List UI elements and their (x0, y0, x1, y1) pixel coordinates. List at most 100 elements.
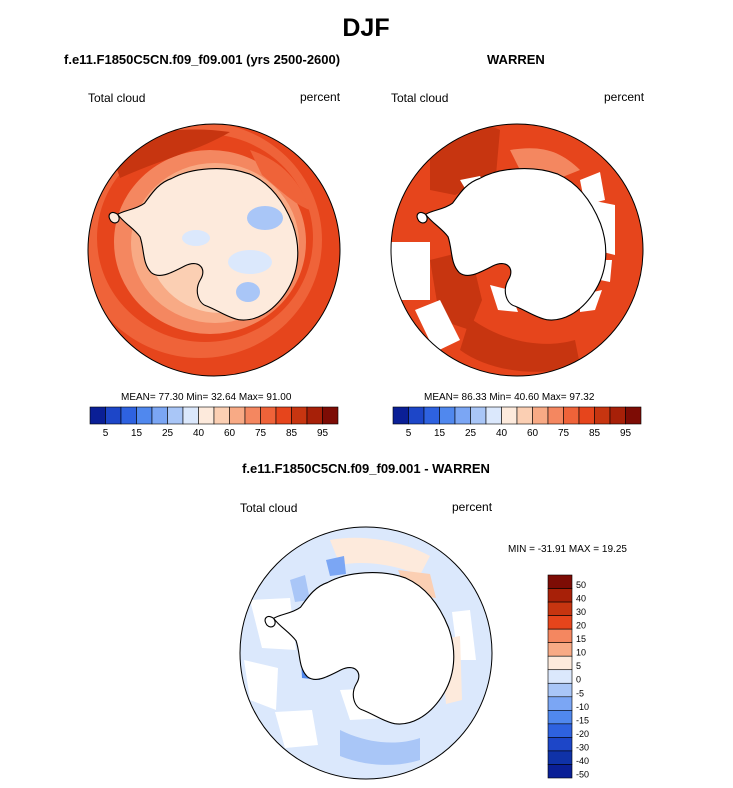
panel1-colorbar-tick: 40 (193, 428, 205, 439)
panel1-colorbar-box (182, 406, 199, 425)
panel2-colorbar-box (485, 406, 502, 425)
panel3-colorbar-tick: 30 (576, 607, 586, 617)
panel1-colorbar-tick: 85 (286, 428, 298, 439)
panel3-colorbar-tick: -30 (576, 742, 589, 752)
panel2-right-label: percent (604, 90, 645, 104)
panel1-colorbar-tick: 5 (103, 428, 109, 439)
panel3-colorbar-tick: 5 (576, 661, 581, 671)
panel2-mean: 86.33 (461, 392, 487, 403)
panel3-colorbar-tick: -10 (576, 702, 589, 712)
panel3-colorbar-tick: -50 (576, 769, 589, 779)
panel3-colorbar-box (547, 655, 573, 671)
panel2-colorbar-box (609, 406, 626, 425)
panel3-colorbar-tick: 40 (576, 594, 586, 604)
panel2-colorbar-box (454, 406, 471, 425)
panel3-colorbar-box (547, 723, 573, 738)
panel2-colorbar-tick: 5 (406, 428, 412, 439)
panel1-colorbar-box (260, 406, 277, 425)
panel3-colorbar-box (547, 682, 573, 698)
panel3-left-label: Total cloud (240, 501, 298, 515)
panel3-colorbar-tick: -20 (576, 729, 589, 739)
panel2-colorbar-tick: 85 (589, 428, 601, 439)
panel2-max: 97.32 (569, 392, 595, 403)
panel3-right-label: percent (452, 500, 493, 514)
panel1-colorbar-box (198, 406, 215, 425)
panel3-colorbar-box (547, 737, 573, 752)
panel1-colorbar-box (167, 406, 184, 425)
panel1-max: 91.00 (266, 392, 292, 403)
panel1-colorbar-box (136, 406, 153, 425)
panel1-mean: 77.30 (158, 392, 184, 403)
panel3-colorbar-box (547, 642, 573, 657)
panel3-colorbar-tick: -5 (576, 688, 584, 698)
panel1-colorbar-box (213, 406, 230, 425)
panel1-title: f.e11.F1850C5CN.f09_f09.001 (yrs 2500-26… (64, 52, 341, 67)
panel3-colorbar-tick: -40 (576, 756, 589, 766)
panel1-min-label: Min= (186, 392, 209, 403)
panel1-map (87, 123, 341, 377)
panel3-title: f.e11.F1850C5CN.f09_f09.001 - WARREN (242, 461, 490, 476)
panel3-colorbar-tick: 20 (576, 621, 586, 631)
panel1-colorbar-box (275, 406, 292, 425)
panel1-colorbar-tick: 25 (162, 428, 174, 439)
panel3-colorbar-box (547, 601, 573, 616)
panel2-colorbar-box (578, 406, 595, 425)
panel2-map (390, 123, 644, 377)
panel3-colorbar-tick: -15 (576, 715, 589, 725)
panel3-map (239, 526, 493, 780)
panel1-colorbar-box (322, 406, 339, 425)
panel2-left-label: Total cloud (391, 91, 449, 105)
panel1-min: 32.64 (211, 392, 237, 403)
panel2-stats: MEAN= 86.33 Min= 40.60 Max= 97.32 (424, 392, 594, 403)
panel2-colorbar-box (563, 406, 580, 425)
panel1-colorbar-box (244, 406, 261, 425)
panel2-colorbar-tick: 15 (434, 428, 446, 439)
panel1-left-label: Total cloud (88, 91, 146, 105)
page-title: DJF (342, 14, 390, 42)
panel1-max-label: Max= (238, 392, 264, 403)
panel2-colorbar-box (439, 406, 456, 425)
panel3-colorbar-box (547, 750, 573, 765)
panel1-colorbar-box (151, 406, 168, 425)
panel2-colorbar-tick: 25 (465, 428, 477, 439)
panel3-colorbar-tick: 0 (576, 675, 581, 685)
panel2-colorbar-box (470, 406, 487, 425)
panel1-colorbar-box (291, 406, 308, 425)
panel1-colorbar-tick: 95 (317, 428, 329, 439)
panel3-colorbar-tick: 50 (576, 580, 586, 590)
panel1-mean-label: MEAN= (121, 392, 156, 403)
panel2-colorbar-box (516, 406, 533, 425)
panel2-colorbar-box (547, 406, 564, 425)
panel3-colorbar-box (547, 628, 573, 643)
panel3-colorbar-box (547, 588, 573, 603)
panel2-title: WARREN (487, 52, 545, 67)
panel2-colorbar-tick: 60 (527, 428, 539, 439)
panel3-colorbar-box (547, 696, 573, 711)
panel3-colorbar-box (547, 615, 573, 630)
panel2-colorbar-box (625, 406, 642, 425)
panel1-colorbar-box (105, 406, 122, 425)
panel2-min: 40.60 (514, 392, 540, 403)
panel1-colorbar-box (229, 406, 246, 425)
panel2-colorbar-box (423, 406, 440, 425)
panel2-colorbar-tick: 40 (496, 428, 508, 439)
panel3-stats: MIN = -31.91 MAX = 19.25 (508, 544, 627, 555)
panel1-stats: MEAN= 77.30 Min= 32.64 Max= 91.00 (121, 392, 291, 403)
panel3-colorbar-tick: 10 (576, 648, 586, 658)
panel1-colorbar-tick: 75 (255, 428, 267, 439)
panel1-colorbar-tick: 60 (224, 428, 236, 439)
panel2-colorbar-box (594, 406, 611, 425)
panel1-colorbar-box (306, 406, 323, 425)
panel3-colorbar-box (547, 764, 573, 779)
panel3-colorbar-box (547, 574, 573, 589)
panel1-colorbar-tick: 15 (131, 428, 143, 439)
panel2-colorbar-box (392, 406, 409, 425)
panel2-colorbar-tick: 95 (620, 428, 632, 439)
panel1-right-label: percent (300, 90, 341, 104)
panel2-mean-label: MEAN= (424, 392, 459, 403)
panel3-colorbar-box (547, 710, 573, 725)
panel2-max-label: Max= (541, 392, 567, 403)
panel2-colorbar-box (408, 406, 425, 425)
panel2-colorbar-box (532, 406, 549, 425)
